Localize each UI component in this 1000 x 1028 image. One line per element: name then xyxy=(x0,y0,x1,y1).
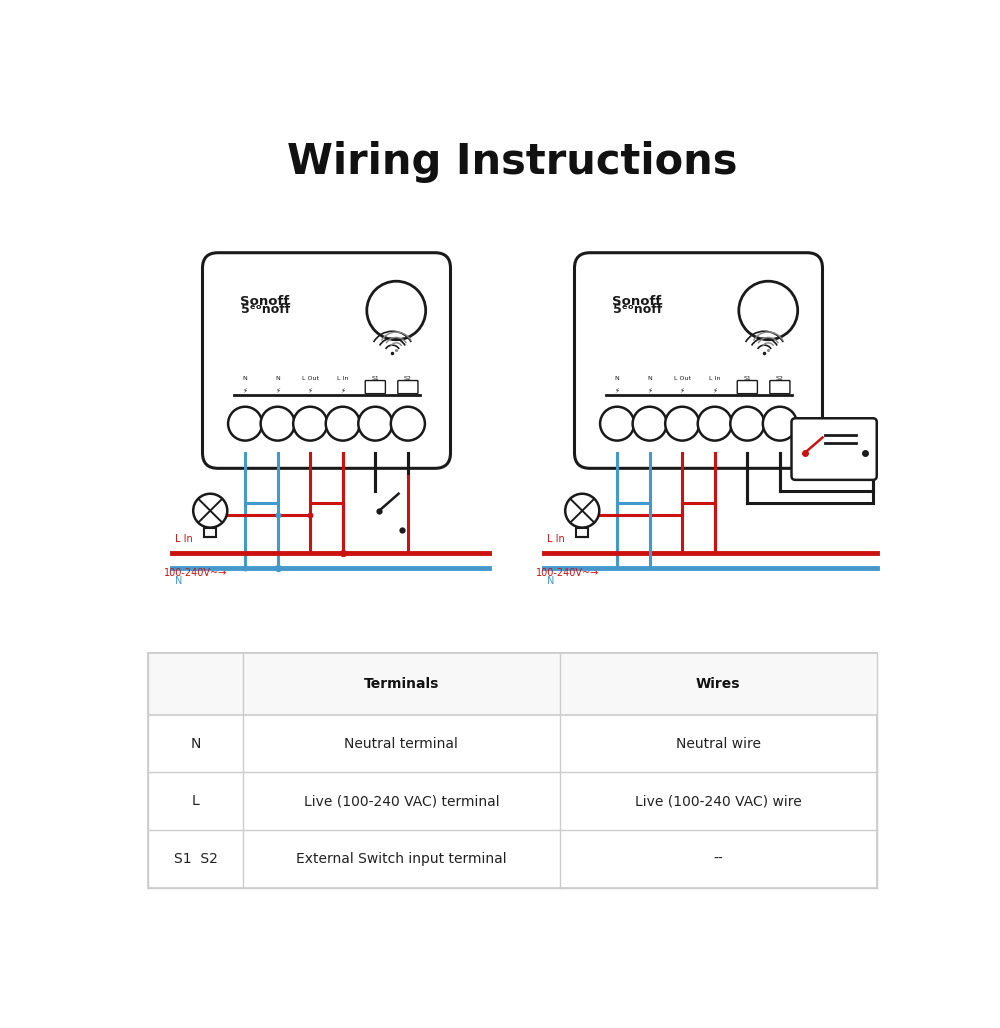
Circle shape xyxy=(261,407,295,441)
Bar xyxy=(148,653,877,888)
Text: ⚡: ⚡ xyxy=(647,388,652,394)
Text: L In: L In xyxy=(709,376,720,381)
Text: N: N xyxy=(243,376,248,381)
Text: L In: L In xyxy=(337,376,348,381)
FancyBboxPatch shape xyxy=(365,380,385,394)
Text: L In: L In xyxy=(175,534,193,544)
FancyBboxPatch shape xyxy=(398,380,418,394)
Circle shape xyxy=(293,407,327,441)
Circle shape xyxy=(763,407,797,441)
Bar xyxy=(148,653,877,714)
Circle shape xyxy=(633,407,667,441)
Circle shape xyxy=(665,407,699,441)
Text: S1: S1 xyxy=(371,376,379,381)
Text: Wires: Wires xyxy=(696,676,741,691)
Circle shape xyxy=(367,282,426,339)
FancyBboxPatch shape xyxy=(202,253,450,469)
Text: Live (100-240 VAC) terminal: Live (100-240 VAC) terminal xyxy=(304,795,499,808)
FancyBboxPatch shape xyxy=(574,253,822,469)
Bar xyxy=(576,527,588,537)
Circle shape xyxy=(391,407,425,441)
Text: S2: S2 xyxy=(404,376,412,381)
Text: N: N xyxy=(647,376,652,381)
Text: L In: L In xyxy=(547,534,565,544)
FancyBboxPatch shape xyxy=(792,418,877,480)
Circle shape xyxy=(698,407,732,441)
Circle shape xyxy=(739,282,798,339)
Text: ⚡: ⚡ xyxy=(243,388,248,394)
Circle shape xyxy=(228,407,262,441)
Text: S1  S2: S1 S2 xyxy=(174,852,218,867)
FancyBboxPatch shape xyxy=(737,380,757,394)
Text: Wiring Instructions: Wiring Instructions xyxy=(287,141,738,183)
Text: N: N xyxy=(275,376,280,381)
Text: L: L xyxy=(192,795,199,808)
Text: Neutral wire: Neutral wire xyxy=(676,737,761,750)
Text: 100-240V~→: 100-240V~→ xyxy=(164,568,227,579)
Text: ⚡: ⚡ xyxy=(275,388,280,394)
FancyBboxPatch shape xyxy=(770,380,790,394)
Circle shape xyxy=(358,407,392,441)
Text: N: N xyxy=(175,576,183,586)
Circle shape xyxy=(565,493,599,527)
Circle shape xyxy=(193,493,227,527)
Text: ⚡: ⚡ xyxy=(680,388,685,394)
Text: L Out: L Out xyxy=(302,376,319,381)
Text: External Switch input terminal: External Switch input terminal xyxy=(296,852,507,867)
Text: ⚡: ⚡ xyxy=(340,388,345,394)
Text: Neutral terminal: Neutral terminal xyxy=(344,737,458,750)
Text: N: N xyxy=(615,376,620,381)
Text: Terminals: Terminals xyxy=(364,676,439,691)
Text: N: N xyxy=(190,737,201,750)
Circle shape xyxy=(730,407,764,441)
Text: Sonoff: Sonoff xyxy=(240,295,289,308)
Text: 100-240V~→: 100-240V~→ xyxy=(536,568,599,579)
Text: 5ᵉᵒnoff: 5ᵉᵒnoff xyxy=(241,303,290,316)
Circle shape xyxy=(600,407,634,441)
Text: S2: S2 xyxy=(776,376,784,381)
Circle shape xyxy=(326,407,360,441)
Text: ⚡: ⚡ xyxy=(615,388,620,394)
Text: L Out: L Out xyxy=(674,376,691,381)
Text: --: -- xyxy=(713,852,723,867)
Text: Live (100-240 VAC) wire: Live (100-240 VAC) wire xyxy=(635,795,802,808)
Text: ⚡: ⚡ xyxy=(712,388,717,394)
Text: Sonoff: Sonoff xyxy=(612,295,661,308)
Bar xyxy=(204,527,216,537)
Text: ⚡: ⚡ xyxy=(308,388,313,394)
Text: 5ᵉᵒnoff: 5ᵉᵒnoff xyxy=(613,303,662,316)
Text: N: N xyxy=(547,576,555,586)
Text: S1: S1 xyxy=(743,376,751,381)
